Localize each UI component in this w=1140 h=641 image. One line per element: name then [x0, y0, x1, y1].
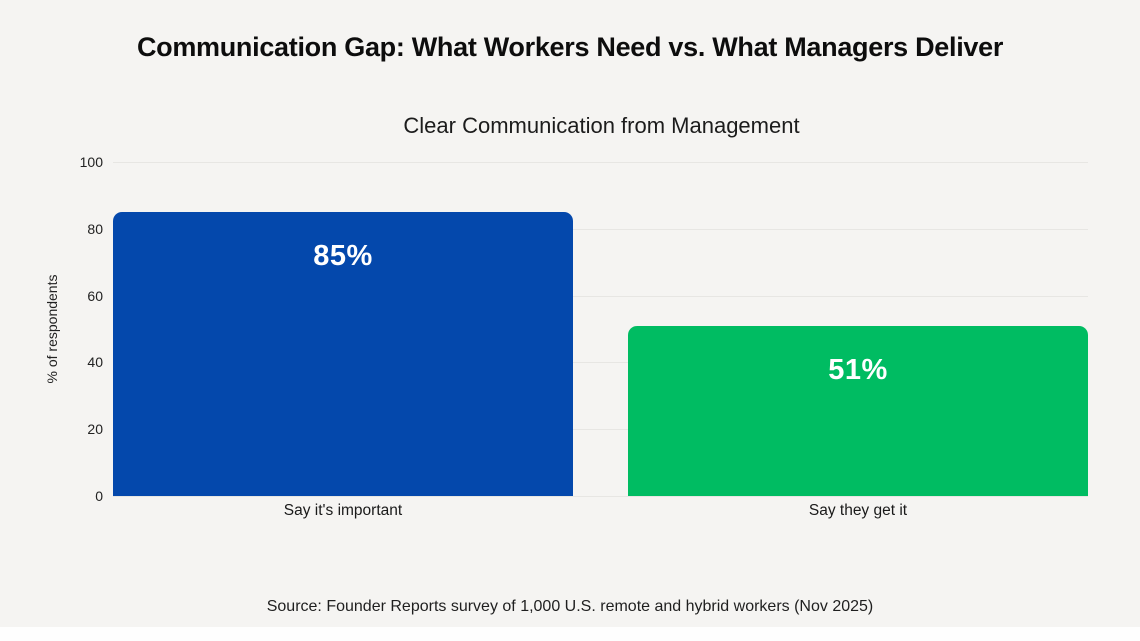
- x-tick-label: Say it's important: [283, 502, 403, 519]
- x-axis-labels: Say it's important Say they get it: [113, 502, 1088, 524]
- x-tick-label: Say they get it: [808, 502, 908, 519]
- y-axis-ticks: 0 20 40 60 80 100: [58, 154, 103, 504]
- bar-value-label: 51%: [828, 353, 888, 386]
- y-tick-label: 40: [87, 354, 103, 371]
- y-tick-label: 100: [79, 154, 103, 170]
- gridline: [113, 362, 1088, 364]
- bar-value-label: 85%: [313, 240, 373, 273]
- gridline: [113, 496, 1088, 497]
- y-tick-label: 60: [87, 287, 103, 304]
- plot-area: 85% 51%: [113, 162, 1088, 497]
- gridline: [113, 162, 1088, 163]
- y-tick-label: 80: [87, 220, 103, 237]
- gridline: [113, 228, 1088, 230]
- y-tick-label: 0: [95, 488, 103, 504]
- chart-title: Clear Communication from Management: [403, 113, 800, 138]
- gridline: [113, 295, 1088, 297]
- gridline: [113, 429, 1088, 431]
- bar: 51%: [628, 325, 1088, 496]
- page-title: Communication Gap: What Workers Need vs.…: [136, 32, 1004, 62]
- bottom-strip: [0, 627, 1140, 641]
- bar: 85%: [113, 212, 573, 496]
- y-tick-label: 20: [87, 421, 103, 438]
- source-caption: Source: Founder Reports survey of 1,000 …: [266, 598, 874, 615]
